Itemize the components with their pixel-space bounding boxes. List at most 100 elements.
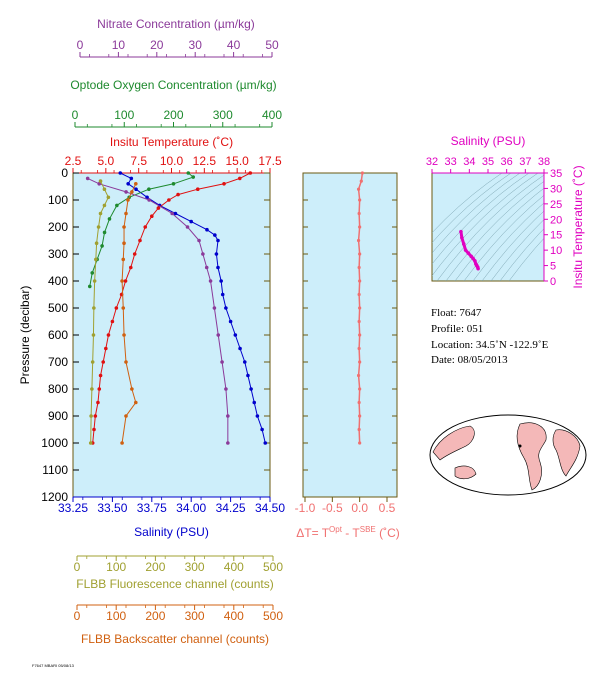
delta-point	[356, 238, 361, 243]
profile-number-text: Profile: 051	[431, 323, 483, 335]
oxygen-point	[147, 187, 151, 191]
backscatter-point	[121, 306, 126, 310]
oxygen-point	[90, 271, 95, 275]
inset-sal-tick-label: 36	[501, 156, 513, 168]
tick-label: 17.5	[258, 154, 282, 168]
delta-point	[358, 252, 362, 256]
inset-temp-tick-label: 25	[550, 199, 562, 211]
figure-footer-text: F7647 MBARI 05/08/13	[32, 663, 75, 668]
fluorescence-point	[98, 211, 103, 216]
salinity-point	[216, 238, 220, 243]
world-map-land-asia	[432, 425, 475, 461]
salinity-point	[233, 333, 238, 337]
temperature-point	[110, 319, 115, 324]
tick-label: 400	[224, 609, 244, 623]
axis-title: Nitrate Concentration (µm/kg)	[97, 17, 255, 31]
nitrate-point	[197, 238, 201, 243]
delta-point	[358, 387, 362, 391]
delta-point	[357, 427, 361, 432]
pressure-tick-label: 600	[48, 328, 68, 342]
salinity-point	[205, 227, 209, 232]
pressure-axis-title: Pressure (decibar)	[18, 286, 32, 385]
nitrate-point	[147, 198, 151, 202]
profile-series-layer	[85, 171, 268, 445]
delta-point	[358, 225, 362, 229]
delta-point	[359, 179, 363, 183]
backscatter-point	[124, 211, 128, 216]
tick-label: 0	[74, 560, 81, 574]
tick-label: 0	[72, 108, 79, 122]
fluorescence-point	[89, 414, 93, 418]
pressure-tick-label: 100	[48, 193, 68, 207]
backscatter-point	[120, 279, 124, 283]
salinity-point	[189, 219, 193, 224]
tick-label: 0	[74, 609, 81, 623]
backscatter-point	[122, 333, 126, 337]
backscatter-point	[124, 414, 128, 418]
tick-label: 40	[227, 38, 241, 52]
tick-label: 34.25	[216, 501, 246, 515]
axis-title: Salinity (PSU)	[134, 525, 209, 539]
fluorescence-point	[92, 279, 97, 283]
oxygen-point	[186, 171, 191, 175]
delta-point	[357, 346, 361, 351]
float-location-marker	[518, 444, 522, 448]
world-map-inset	[429, 414, 587, 496]
salinity-axis: 33.25 33.50 33.75 34.00 34.25 34.50 Salinity (…	[58, 496, 285, 539]
fluorescence-point	[90, 387, 94, 391]
inset-temp-tick-label: 35	[550, 168, 562, 180]
delta-tick-label: 0.5	[379, 501, 396, 515]
delta-title-part: (˚C)	[376, 526, 400, 540]
pressure-axis: 0 100 200 300 400 500 600 700 800 900 1000 1100 1200…	[18, 166, 270, 504]
axis-title: Optode Oxygen Concentration (µm/kg)	[70, 78, 276, 92]
backscatter-point	[130, 387, 134, 391]
salinity-point	[249, 387, 253, 391]
backscatter-point	[134, 182, 138, 186]
temperature-point	[92, 427, 96, 432]
salinity-point	[228, 319, 233, 324]
temperature-point	[106, 333, 111, 337]
temperature-point	[237, 176, 242, 181]
temperature-point	[248, 171, 253, 175]
delta-title-part: SBE	[360, 525, 376, 534]
salinity-point	[242, 360, 247, 364]
fluorescence-point	[91, 333, 96, 337]
delta-point	[357, 292, 361, 297]
tick-label: 12.5	[193, 154, 217, 168]
backscatter-point	[120, 441, 124, 445]
delta-plot-panel	[302, 172, 398, 498]
fluorescence-point	[94, 257, 98, 262]
inset-sal-tick-label: 37	[519, 156, 531, 168]
delta-point	[357, 211, 361, 216]
tick-label: 100	[106, 560, 126, 574]
delta-point	[358, 441, 362, 445]
density-contour	[454, 187, 544, 281]
tick-label: 50	[265, 38, 279, 52]
date-text: Date: 08/05/2013	[431, 354, 508, 366]
inset-temp-tick-label: 10	[550, 245, 562, 257]
oxygen-point	[171, 182, 176, 186]
pressure-tick-label: 700	[48, 355, 68, 369]
temperature-point	[176, 192, 180, 197]
fluorescence-point	[96, 225, 101, 229]
tick-label: 300	[185, 609, 205, 623]
tick-label: 34.50	[255, 501, 285, 515]
axis-title: Insitu Temperature (˚C)	[110, 135, 233, 149]
axis-title: FLBB Backscatter channel (counts)	[81, 632, 269, 646]
inset-temp-tick-label: 20	[550, 214, 562, 226]
nitrate-point	[226, 414, 230, 418]
world-map-land-australia	[454, 465, 477, 480]
salinity-point	[224, 306, 228, 310]
backscatter-point	[130, 190, 134, 194]
oxygen-axis: 0 100 200 300 400 Optode Oxygen Concentration…	[70, 78, 282, 128]
temperature-point	[97, 387, 102, 391]
temperature-point	[98, 373, 103, 378]
location-text: Location: 34.5˚N -122.9˚E	[431, 339, 549, 351]
axis-title: FLBB Fluorescence channel (counts)	[76, 577, 273, 591]
density-contour	[432, 173, 521, 254]
density-contour	[472, 202, 544, 281]
nitrate-point	[226, 441, 230, 445]
fluorescence-point	[102, 187, 107, 191]
inset-sal-tick-label: 34	[463, 156, 475, 168]
temperature-axis: 2.5 5.0 7.5 10.0 12.5 15.0 17.5 Insitu Temperat…	[65, 135, 282, 174]
